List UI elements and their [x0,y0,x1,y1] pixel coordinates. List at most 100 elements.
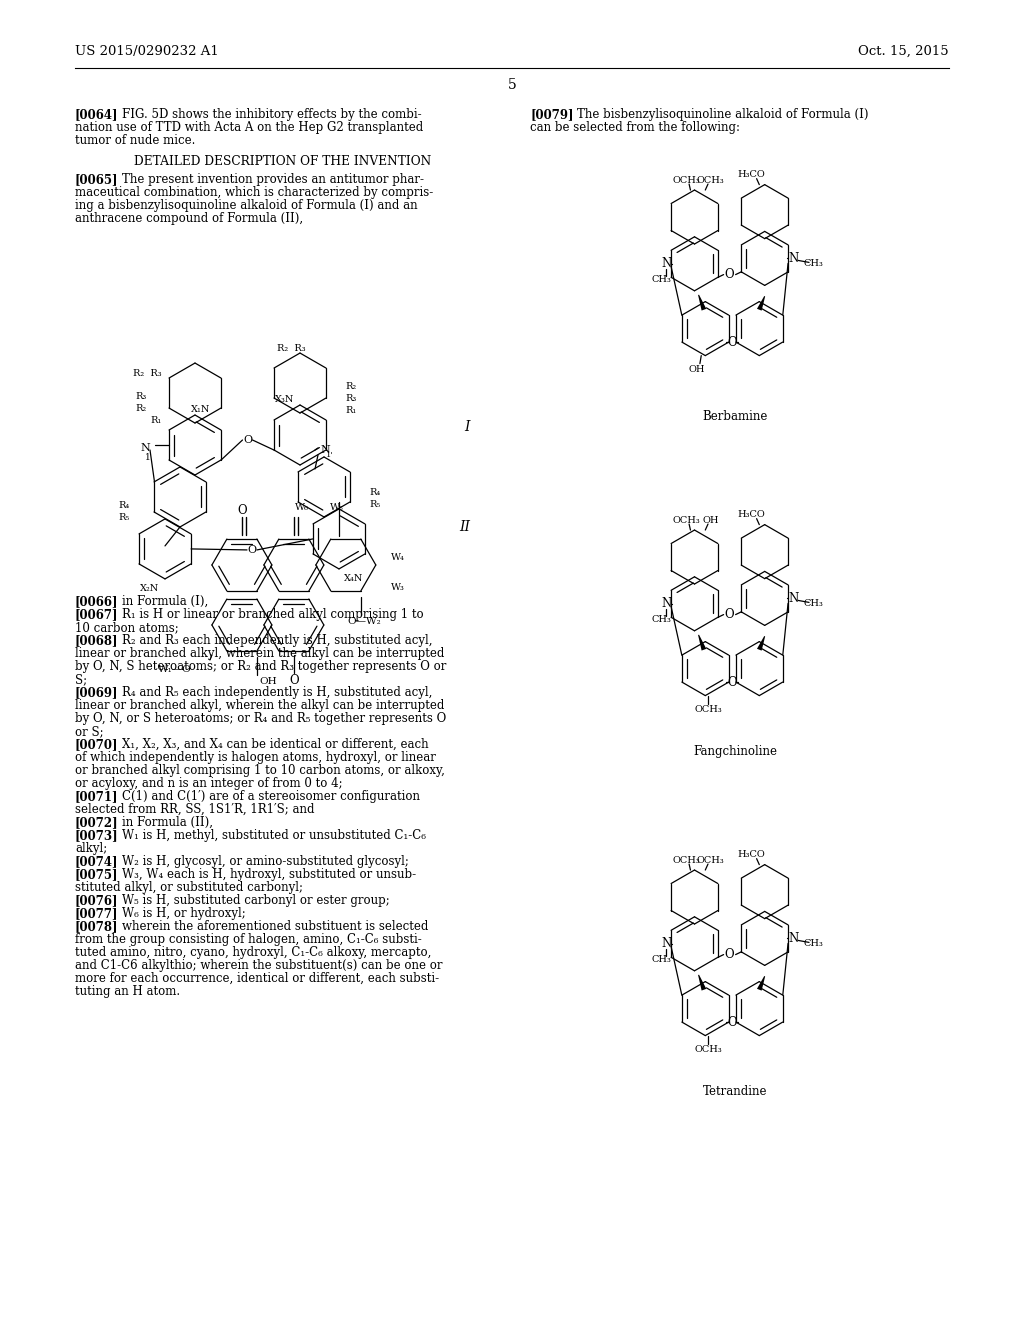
Text: N: N [787,932,798,945]
Text: CH₃: CH₃ [651,276,671,284]
Text: R₂  R₃: R₂ R₃ [133,368,162,378]
Text: O: O [727,1015,737,1028]
Text: W₃: W₃ [391,582,404,591]
Text: The bisbenzylisoquinoline alkaloid of Formula (I): The bisbenzylisoquinoline alkaloid of Fo… [577,108,868,121]
Text: W₁ is H, methyl, substituted or unsubstituted C₁-C₆: W₁ is H, methyl, substituted or unsubsti… [122,829,426,842]
Text: N: N [787,252,798,265]
Text: [0078]: [0078] [75,920,119,933]
Text: alkyl;: alkyl; [75,842,108,855]
Polygon shape [757,636,765,651]
Text: OCH₃: OCH₃ [673,176,700,185]
Text: CH₃: CH₃ [803,939,823,948]
Text: R₂ and R₃ each independently is H, substituted acyl,: R₂ and R₃ each independently is H, subst… [122,634,432,647]
Text: Oct. 15, 2015: Oct. 15, 2015 [858,45,949,58]
Text: X₄N: X₄N [344,574,364,583]
Text: nation use of TTD with Acta A on the Hep G2 transplanted: nation use of TTD with Acta A on the Hep… [75,121,423,135]
Text: O: O [725,268,734,281]
Polygon shape [698,294,707,310]
Text: [0074]: [0074] [75,855,119,869]
Text: 5: 5 [508,78,516,92]
Text: N: N [321,445,330,455]
Text: R₄: R₄ [369,488,380,498]
Text: W₅ is H, substituted carbonyl or ester group;: W₅ is H, substituted carbonyl or ester g… [122,894,390,907]
Text: N: N [662,257,672,271]
Text: OH: OH [259,676,276,685]
Text: R₂: R₂ [345,381,356,391]
Text: 10 carbon atoms;: 10 carbon atoms; [75,620,179,634]
Polygon shape [698,635,707,651]
Text: R₅: R₅ [119,513,130,523]
Text: CH₃: CH₃ [803,259,823,268]
Text: OH: OH [702,516,719,524]
Text: W₁—O: W₁—O [158,665,191,675]
Text: R₄ and R₅ each independently is H, substituted acyl,: R₄ and R₅ each independently is H, subst… [122,686,432,700]
Text: linear or branched alkyl, wherein the alkyl can be interrupted: linear or branched alkyl, wherein the al… [75,700,444,711]
Text: in Formula (II),: in Formula (II), [122,816,213,829]
Text: O: O [248,545,257,554]
Text: [0073]: [0073] [75,829,119,842]
Text: O: O [727,335,737,348]
Text: 1': 1' [326,451,334,459]
Text: in Formula (I),: in Formula (I), [122,595,208,609]
Text: ing a bisbenzylisoquinoline alkaloid of Formula (I) and an: ing a bisbenzylisoquinoline alkaloid of … [75,199,418,213]
Text: and C1-C6 alkylthio; wherein the substituent(s) can be one or: and C1-C6 alkylthio; wherein the substit… [75,960,442,972]
Text: Berbamine: Berbamine [702,411,768,422]
Text: R₁ is H or linear or branched alkyl comprising 1 to: R₁ is H or linear or branched alkyl comp… [122,609,424,620]
Text: or branched alkyl comprising 1 to 10 carbon atoms, or alkoxy,: or branched alkyl comprising 1 to 10 car… [75,764,444,777]
Text: X₃N: X₃N [275,396,295,404]
Text: can be selected from the following:: can be selected from the following: [530,121,740,135]
Text: [0075]: [0075] [75,869,119,880]
Text: R₅: R₅ [369,500,380,510]
Text: [0077]: [0077] [75,907,119,920]
Text: R₃: R₃ [136,392,147,400]
Text: O: O [725,609,734,622]
Text: O: O [289,673,299,686]
Text: O: O [238,503,247,516]
Text: R₄: R₄ [119,502,130,511]
Text: [0071]: [0071] [75,789,119,803]
Text: W₄: W₄ [391,553,404,561]
Text: R₂  R₃: R₂ R₃ [276,343,305,352]
Text: by O, N, S heteroatoms; or R₂ and R₃ together represents O or: by O, N, S heteroatoms; or R₂ and R₃ tog… [75,660,446,673]
Text: The present invention provides an antitumor phar-: The present invention provides an antitu… [122,173,424,186]
Text: OCH₃: OCH₃ [696,855,725,865]
Text: N: N [787,591,798,605]
Text: maceutical combination, which is characterized by compris-: maceutical combination, which is charact… [75,186,433,199]
Text: O—W₂: O—W₂ [347,616,381,626]
Text: X₁N: X₁N [191,405,211,414]
Text: [0070]: [0070] [75,738,119,751]
Text: stituted alkyl, or substituted carbonyl;: stituted alkyl, or substituted carbonyl; [75,880,303,894]
Text: [0068]: [0068] [75,634,119,647]
Text: W₆ is H, or hydroxyl;: W₆ is H, or hydroxyl; [122,907,246,920]
Text: N: N [140,444,150,453]
Text: H₃CO: H₃CO [737,170,765,180]
Text: OCH₃: OCH₃ [696,176,725,185]
Text: [0065]: [0065] [75,173,119,186]
Text: H₃CO: H₃CO [737,850,765,859]
Text: [0079]: [0079] [530,108,573,121]
Text: anthracene compound of Formula (II),: anthracene compound of Formula (II), [75,213,303,224]
Text: R₂: R₂ [136,404,147,413]
Text: II: II [459,520,470,535]
Text: W₆: W₆ [295,503,309,511]
Text: W₅: W₅ [330,503,344,511]
Text: from the group consisting of halogen, amino, C₁-C₆ substi-: from the group consisting of halogen, am… [75,933,422,946]
Text: R₁: R₁ [151,416,162,425]
Text: H₃CO: H₃CO [737,510,765,519]
Polygon shape [757,296,765,310]
Text: 1: 1 [145,453,151,462]
Text: R₁: R₁ [345,405,356,414]
Text: Tetrandine: Tetrandine [702,1085,767,1098]
Text: US 2015/0290232 A1: US 2015/0290232 A1 [75,45,219,58]
Text: [0066]: [0066] [75,595,119,609]
Polygon shape [698,974,707,990]
Text: OCH₃: OCH₃ [694,705,722,714]
Text: selected from RR, SS, 1S1′R, 1R1′S; and: selected from RR, SS, 1S1′R, 1R1′S; and [75,803,314,816]
Text: N: N [662,937,672,950]
Text: tumor of nude mice.: tumor of nude mice. [75,135,196,147]
Text: OCH₃: OCH₃ [673,855,700,865]
Text: [0072]: [0072] [75,816,119,829]
Text: wherein the aforementioned substituent is selected: wherein the aforementioned substituent i… [122,920,428,933]
Text: OCH₃: OCH₃ [673,516,700,524]
Text: [0064]: [0064] [75,108,119,121]
